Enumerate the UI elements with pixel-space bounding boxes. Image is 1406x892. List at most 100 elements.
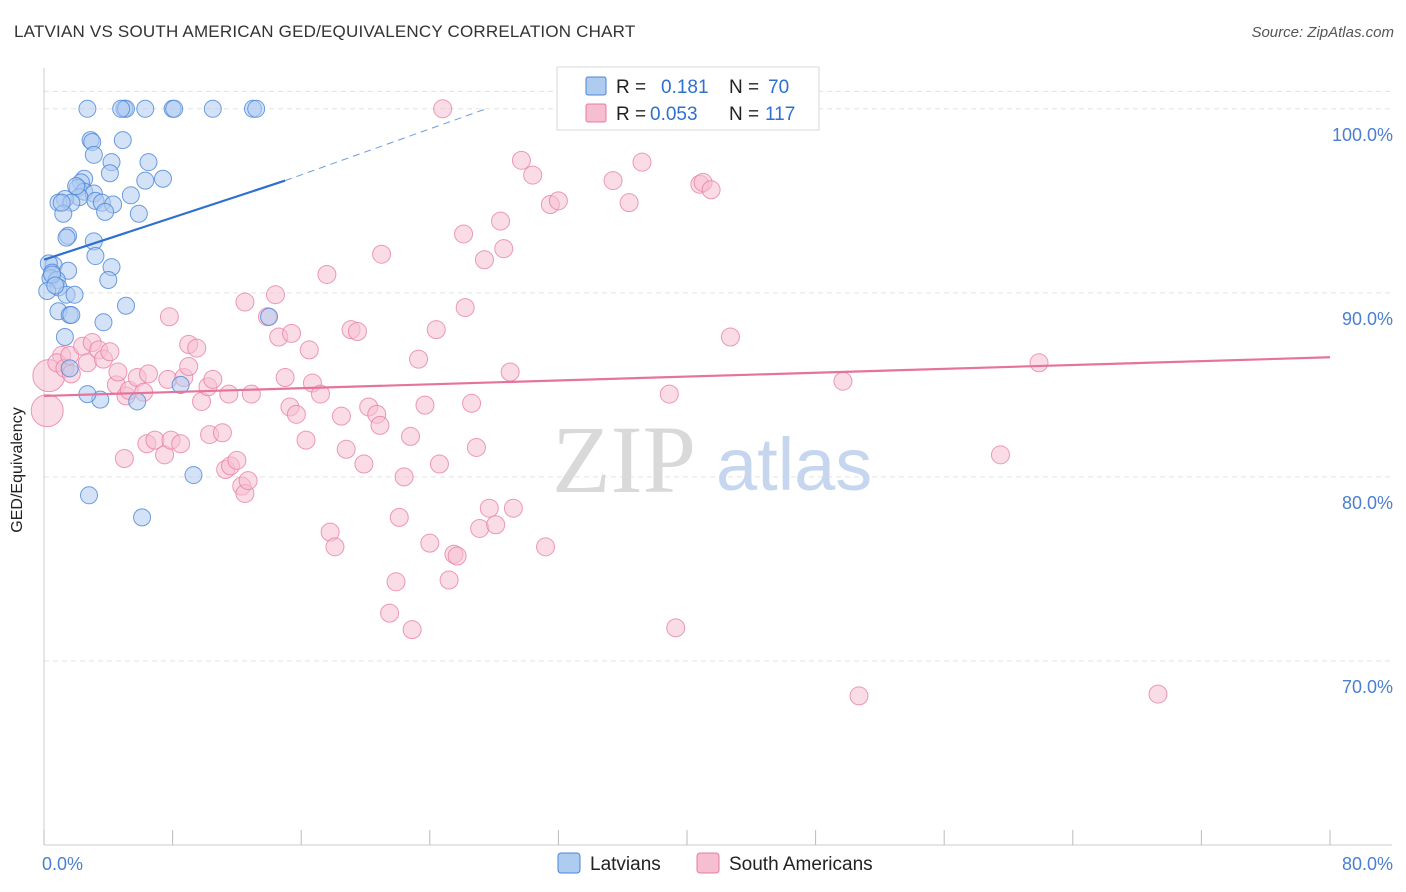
data-point-south-americans xyxy=(108,362,128,382)
data-point-south-americans xyxy=(426,320,446,340)
data-point-south-americans xyxy=(548,191,568,211)
data-point-south-americans xyxy=(394,467,414,487)
data-point-south-americans xyxy=(401,426,421,446)
data-point-latvians xyxy=(260,307,279,326)
data-point-south-americans xyxy=(409,349,429,369)
y-tick-label: 80.0% xyxy=(1342,493,1393,513)
data-point-latvians xyxy=(57,228,76,247)
legend-r-value-2: 0.053 xyxy=(650,104,698,125)
data-point-south-americans xyxy=(603,171,623,191)
data-point-south-americans xyxy=(325,537,345,557)
data-point-south-americans xyxy=(386,572,406,592)
data-point-latvians xyxy=(171,375,190,394)
data-point-south-americans xyxy=(235,292,255,312)
data-point-south-americans xyxy=(466,437,486,457)
watermark-zip: ZIP xyxy=(552,406,696,513)
bottom-legend-swatch-south-americans xyxy=(696,852,720,874)
data-point-south-americans xyxy=(470,518,490,538)
legend-r-value-1: 0.181 xyxy=(661,77,709,98)
data-point-south-americans xyxy=(429,454,449,474)
legend-swatch-south-americans xyxy=(585,103,607,123)
data-point-south-americans xyxy=(30,394,64,428)
data-point-south-americans xyxy=(372,244,392,264)
data-point-south-americans xyxy=(447,546,467,566)
data-point-latvians xyxy=(129,204,148,223)
trend-line-latvians-extension xyxy=(284,108,487,182)
x-tick-label: 80.0% xyxy=(1342,854,1393,874)
data-point-latvians xyxy=(247,99,266,118)
data-point-south-americans xyxy=(296,430,316,450)
data-point-latvians xyxy=(96,202,115,221)
data-point-latvians xyxy=(165,99,184,118)
data-point-latvians xyxy=(116,296,135,315)
data-point-south-americans xyxy=(486,515,506,535)
data-point-latvians xyxy=(136,171,155,190)
series-south-americans xyxy=(30,99,1168,706)
data-point-south-americans xyxy=(380,603,400,623)
data-point-south-americans xyxy=(439,570,459,590)
data-point-south-americans xyxy=(494,239,514,259)
data-point-south-americans xyxy=(159,307,179,327)
data-point-south-americans xyxy=(479,498,499,518)
legend-r-label-2: R = xyxy=(616,104,646,125)
data-point-latvians xyxy=(84,145,103,164)
data-point-latvians xyxy=(52,193,71,212)
data-point-south-americans xyxy=(347,322,367,342)
data-point-south-americans xyxy=(286,404,306,424)
data-point-latvians xyxy=(99,270,118,289)
data-point-latvians xyxy=(55,328,74,347)
watermark: ZIP atlas xyxy=(552,406,872,513)
data-point-south-americans xyxy=(219,384,239,404)
data-point-south-americans xyxy=(1029,353,1049,373)
legend-n-value-2: 117 xyxy=(765,104,795,125)
data-point-south-americans xyxy=(100,342,120,362)
bottom-legend-latvians: Latvians xyxy=(590,854,661,875)
axes: 70.0% 80.0% 90.0% 100.0% 0.0% 80.0% xyxy=(42,68,1393,874)
data-point-latvians xyxy=(136,99,155,118)
trend-line-south-americans xyxy=(43,356,1331,398)
bottom-legend: Latvians South Americans xyxy=(557,852,873,875)
legend-n-label-1: N = xyxy=(729,77,759,98)
data-point-latvians xyxy=(62,305,81,324)
data-point-south-americans xyxy=(299,340,319,360)
legend-n-value-1: 70 xyxy=(768,77,789,98)
bottom-legend-south-americans: South Americans xyxy=(729,854,873,875)
data-point-south-americans xyxy=(227,450,247,470)
data-point-south-americans xyxy=(990,445,1010,465)
data-point-south-americans xyxy=(500,362,520,382)
data-point-south-americans xyxy=(1148,684,1168,704)
x-tick-label: 0.0% xyxy=(42,854,83,874)
y-tick-label: 100.0% xyxy=(1332,125,1393,145)
data-point-south-americans xyxy=(619,193,639,213)
data-point-south-americans xyxy=(282,323,302,343)
data-point-south-americans xyxy=(203,369,223,389)
data-point-south-americans xyxy=(462,393,482,413)
data-point-south-americans xyxy=(666,618,686,638)
legend-swatch-latvians xyxy=(585,76,607,96)
source-label: Source: ZipAtlas.com xyxy=(1251,24,1394,41)
data-point-latvians xyxy=(78,99,97,118)
data-point-south-americans xyxy=(511,150,531,170)
data-point-south-americans xyxy=(659,384,679,404)
data-point-latvians xyxy=(46,276,65,295)
chart-title: LATVIAN VS SOUTH AMERICAN GED/EQUIVALENC… xyxy=(14,22,636,41)
data-point-south-americans xyxy=(632,152,652,172)
data-point-south-americans xyxy=(415,395,435,415)
data-point-south-americans xyxy=(370,415,390,435)
data-point-latvians xyxy=(80,486,99,505)
trend-lines xyxy=(43,108,1331,398)
data-point-south-americans xyxy=(455,298,475,318)
data-point-south-americans xyxy=(536,537,556,557)
data-point-south-americans xyxy=(354,454,374,474)
bottom-legend-swatch-latvians xyxy=(557,852,581,874)
data-point-south-americans xyxy=(212,423,232,443)
data-point-latvians xyxy=(65,285,84,304)
data-point-south-americans xyxy=(187,338,207,358)
data-point-south-americans xyxy=(336,439,356,459)
data-point-south-americans xyxy=(138,364,158,384)
data-point-latvians xyxy=(86,247,105,266)
data-point-latvians xyxy=(112,99,131,118)
legend-n-label-2: N = xyxy=(729,104,759,125)
data-point-south-americans xyxy=(454,224,474,244)
